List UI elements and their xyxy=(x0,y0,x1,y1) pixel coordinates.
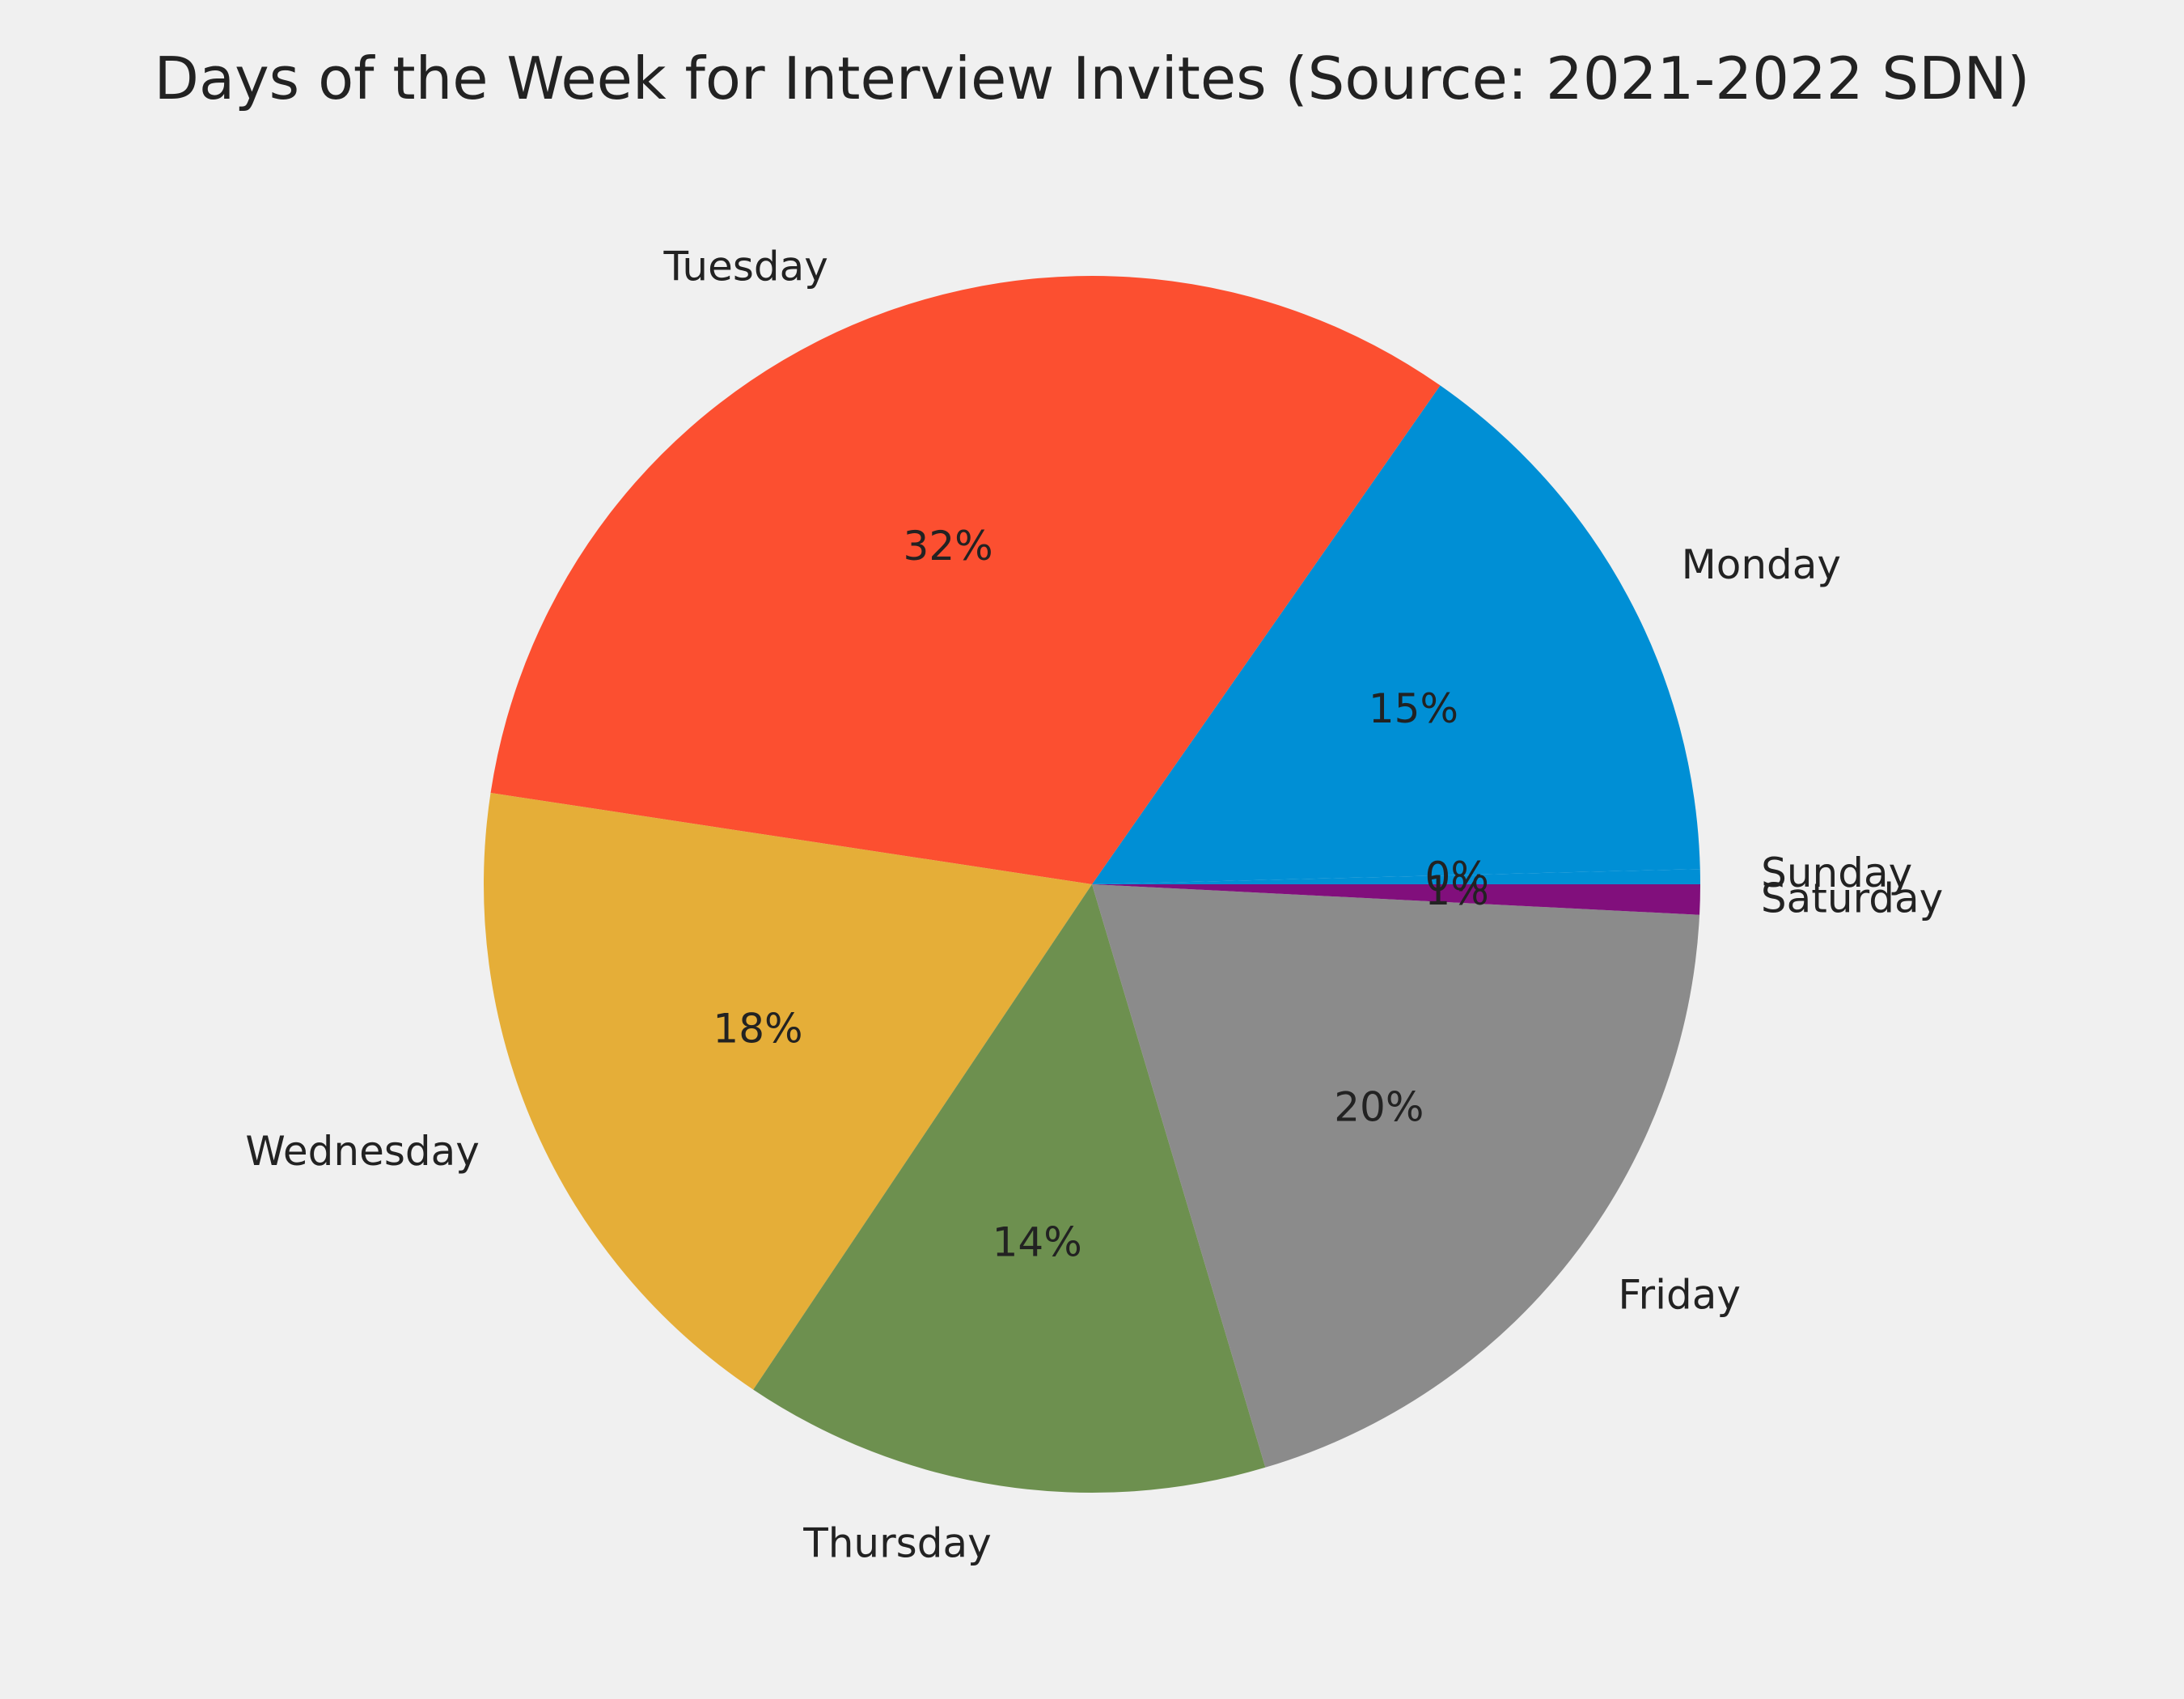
pie-slice-sunday xyxy=(1092,869,1700,884)
slice-label-thursday: Thursday xyxy=(802,1519,992,1566)
category-labels: Sunday Monday Tuesday Wednesday Thursday Frid… xyxy=(245,243,1943,1566)
slice-percent-thursday: 14% xyxy=(993,1219,1082,1266)
slice-label-sunday: Sunday xyxy=(1761,850,1912,896)
slice-label-monday: Monday xyxy=(1682,541,1841,588)
slice-label-tuesday: Tuesday xyxy=(662,243,827,290)
slice-percent-friday: 20% xyxy=(1334,1083,1424,1130)
slice-label-friday: Friday xyxy=(1618,1272,1741,1319)
slice-label-saturday: Saturday xyxy=(1761,875,1943,922)
pie-slice-tuesday xyxy=(490,276,1441,884)
slice-label-wednesday: Wednesday xyxy=(245,1128,479,1175)
slice-percent-monday: 15% xyxy=(1369,685,1458,732)
pie-slices xyxy=(483,276,1700,1494)
pie-slice-saturday xyxy=(1092,884,1700,915)
percentage-labels: 0% 15% 32% 18% 14% 20% 1% xyxy=(713,523,1488,1266)
slice-percent-tuesday: 32% xyxy=(904,523,993,570)
pie-slice-friday xyxy=(1092,884,1700,1468)
slice-percent-sunday: 0% xyxy=(1425,854,1489,900)
pie-slice-monday xyxy=(1092,385,1700,884)
slice-percent-saturday: 1% xyxy=(1424,867,1488,914)
chart-title: Days of the Week for Interview Invites (… xyxy=(154,44,2030,112)
pie-slice-wednesday xyxy=(483,793,1092,1390)
slice-percent-wednesday: 18% xyxy=(713,1005,802,1052)
pie-slice-thursday xyxy=(753,884,1266,1494)
